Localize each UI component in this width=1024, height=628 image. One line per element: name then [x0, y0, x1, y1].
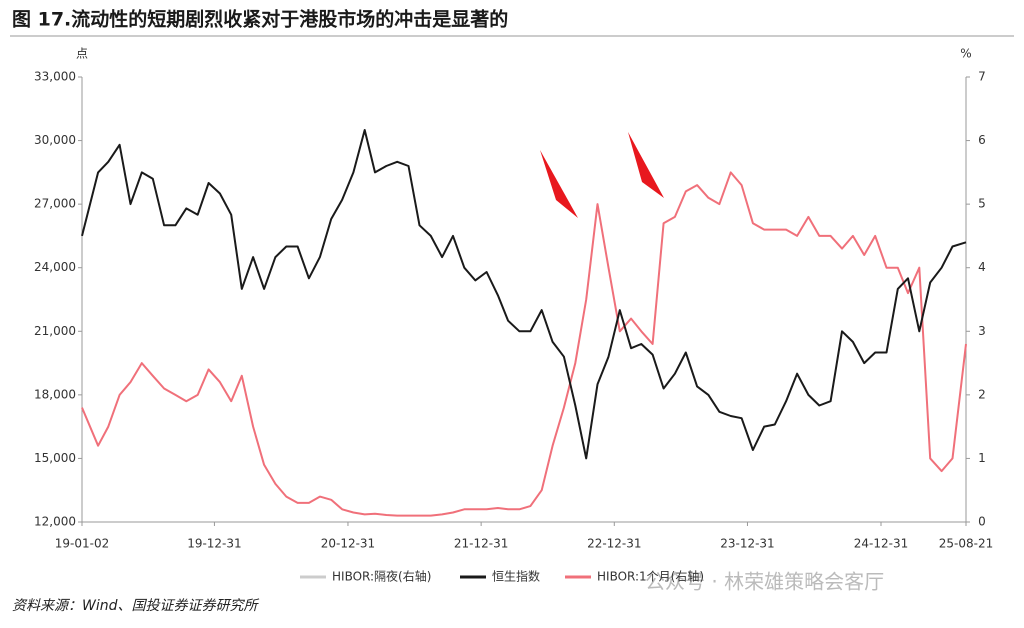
legend-label: 恒生指数 — [492, 569, 540, 584]
x-tick-label: 19-12-31 — [187, 537, 241, 551]
series-line — [81, 129, 967, 460]
y2-tick-label: 0 — [978, 515, 986, 529]
arrow — [628, 132, 664, 198]
y-tick-label: 30,000 — [34, 133, 76, 147]
y-tick-label: 33,000 — [34, 70, 76, 84]
watermark: 公众号 · 林荣雄策略会客厅 — [645, 570, 884, 594]
x-tick-label: 21-12-31 — [454, 537, 508, 551]
source: 资料来源：Wind、国投证券证券研究所 — [12, 598, 259, 614]
y-tick-label: 12,000 — [34, 515, 76, 529]
y-tick-label: 21,000 — [34, 324, 76, 338]
arrow — [540, 150, 578, 218]
y2-tick-label: 5 — [978, 197, 986, 211]
y2-tick-label: 6 — [978, 133, 986, 147]
y2-tick-label: 2 — [978, 387, 986, 401]
y-tick-label: 27,000 — [34, 197, 76, 211]
y-tick-label: 24,000 — [34, 260, 76, 274]
x-tick-label: 20-12-31 — [321, 537, 375, 551]
y2-tick-label: 4 — [978, 260, 986, 274]
series-line — [81, 171, 967, 517]
legend-label: HIBOR:1个月(右轴) — [597, 569, 704, 584]
chart-title: 图 17.流动性的短期剧烈收紧对于港股市场的冲击是显著的 — [12, 8, 508, 31]
x-tick-label: 23-12-31 — [720, 537, 774, 551]
x-tick-label: 25-08-21 — [939, 537, 993, 551]
x-tick-label: 19-01-02 — [55, 537, 109, 551]
x-tick-label: 22-12-31 — [587, 537, 641, 551]
y-axis-label: 点 — [76, 47, 88, 61]
y2-tick-label: 1 — [978, 451, 986, 465]
x-tick-label: 24-12-31 — [854, 537, 908, 551]
y2-axis-label: % — [960, 47, 971, 61]
y2-tick-label: 3 — [978, 324, 986, 338]
y-tick-label: 15,000 — [34, 451, 76, 465]
legend-label: HIBOR:隔夜(右轴) — [332, 569, 431, 584]
y-tick-label: 18,000 — [34, 387, 76, 401]
y2-tick-label: 7 — [978, 70, 986, 84]
